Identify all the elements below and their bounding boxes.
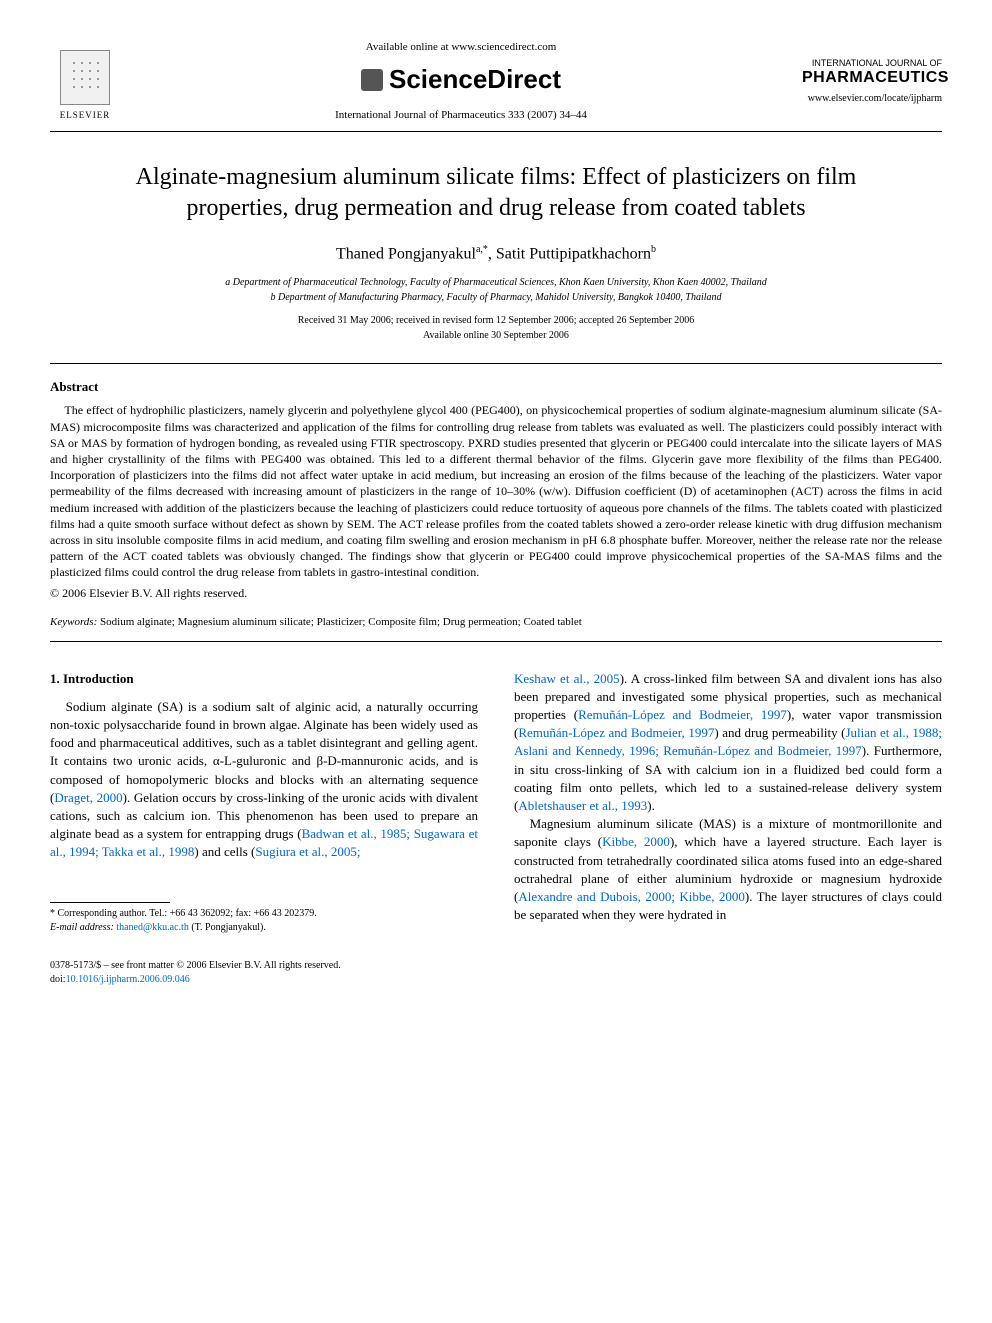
affiliation-b: b Department of Manufacturing Pharmacy, … (50, 290, 942, 305)
journal-logo-block: INTERNATIONAL JOURNAL OF PHARMACEUTICS w… (802, 58, 942, 106)
center-header: Available online at www.sciencedirect.co… (120, 40, 802, 123)
footnote-rule (50, 902, 170, 903)
elsevier-logo: ELSEVIER (50, 42, 120, 122)
intro-para-1: Sodium alginate (SA) is a sodium salt of… (50, 698, 478, 862)
ref-link[interactable]: Alexandre and Dubois, 2000; Kibbe, 2000 (518, 889, 745, 904)
text-run: ) and drug permeability ( (714, 725, 845, 740)
journal-url: www.elsevier.com/locate/ijpharm (802, 92, 942, 106)
footnote-phone: * Corresponding author. Tel.: +66 43 362… (50, 907, 478, 921)
ref-link[interactable]: Remuñán-López and Bodmeier, 1997 (518, 725, 714, 740)
intro-heading: 1. Introduction (50, 670, 478, 688)
dates-online: Available online 30 September 2006 (50, 328, 942, 343)
author-1: Thaned Pongjanyakul (336, 245, 476, 262)
author-2: Satit Puttipipatkhachorn (496, 245, 651, 262)
author-1-sup: a,* (476, 244, 488, 255)
sciencedirect-brand: ScienceDirect (120, 61, 802, 97)
abstract-body: The effect of hydrophilic plasticizers, … (50, 402, 942, 580)
footnote-email-line: E-mail address: thaned@kku.ac.th (T. Pon… (50, 921, 478, 935)
sciencedirect-icon (361, 69, 383, 91)
sciencedirect-text: ScienceDirect (389, 61, 561, 97)
elsevier-label: ELSEVIER (60, 109, 111, 122)
affiliations: a Department of Pharmaceutical Technolog… (50, 275, 942, 305)
ref-link[interactable]: Keshaw et al., 2005 (514, 671, 620, 686)
column-left: 1. Introduction Sodium alginate (SA) is … (50, 670, 478, 935)
footnote-email[interactable]: thaned@kku.ac.th (116, 922, 189, 933)
intro-para-2: Magnesium aluminum silicate (MAS) is a m… (514, 815, 942, 924)
ref-link[interactable]: Sugiura et al., 2005; (255, 844, 360, 859)
abstract-top-rule (50, 363, 942, 364)
keywords: Keywords: Sodium alginate; Magnesium alu… (50, 615, 942, 630)
journal-logo-main: PHARMACEUTICS (802, 68, 942, 87)
ref-link[interactable]: Draget, 2000 (54, 790, 122, 805)
author-2-sup: b (651, 244, 656, 255)
text-run: ) and cells ( (194, 844, 255, 859)
available-online-text: Available online at www.sciencedirect.co… (120, 40, 802, 55)
keywords-text: Sodium alginate; Magnesium aluminum sili… (97, 616, 582, 628)
abstract-copyright: © 2006 Elsevier B.V. All rights reserved… (50, 585, 942, 602)
footer-doi[interactable]: 10.1016/j.ijpharm.2006.09.046 (66, 974, 190, 985)
footer-doi-line: doi:10.1016/j.ijpharm.2006.09.046 (50, 973, 942, 987)
header-rule (50, 131, 942, 132)
elsevier-tree-icon (60, 50, 110, 105)
journal-logo: INTERNATIONAL JOURNAL OF PHARMACEUTICS (802, 58, 942, 88)
text-run: ). (647, 798, 655, 813)
journal-logo-top: INTERNATIONAL JOURNAL OF (802, 58, 942, 69)
article-dates: Received 31 May 2006; received in revise… (50, 313, 942, 343)
affiliation-a: a Department of Pharmaceutical Technolog… (50, 275, 942, 290)
body-columns: 1. Introduction Sodium alginate (SA) is … (50, 670, 942, 935)
footer-front-matter: 0378-5173/$ – see front matter © 2006 El… (50, 959, 942, 973)
ref-link[interactable]: Abletshauser et al., 1993 (518, 798, 647, 813)
footnote-email-label: E-mail address: (50, 922, 114, 933)
abstract-heading: Abstract (50, 378, 942, 396)
article-title: Alginate-magnesium aluminum silicate fil… (90, 162, 902, 224)
page-header: ELSEVIER Available online at www.science… (50, 40, 942, 123)
authors: Thaned Pongjanyakula,*, Satit Puttipipat… (50, 243, 942, 266)
ref-link[interactable]: Remuñán-López and Bodmeier, 1997 (578, 707, 787, 722)
footnote-email-tail: (T. Pongjanyakul). (189, 922, 266, 933)
dates-received: Received 31 May 2006; received in revise… (50, 313, 942, 328)
intro-para-1-cont: Keshaw et al., 2005). A cross-linked fil… (514, 670, 942, 816)
footer-doi-label: doi: (50, 974, 66, 985)
corresponding-author-footnote: * Corresponding author. Tel.: +66 43 362… (50, 907, 478, 935)
ref-link[interactable]: Kibbe, 2000 (602, 834, 670, 849)
keywords-label: Keywords: (50, 616, 97, 628)
page-footer: 0378-5173/$ – see front matter © 2006 El… (50, 959, 942, 987)
abstract-bottom-rule (50, 641, 942, 642)
column-right: Keshaw et al., 2005). A cross-linked fil… (514, 670, 942, 935)
journal-citation: International Journal of Pharmaceutics 3… (120, 108, 802, 123)
